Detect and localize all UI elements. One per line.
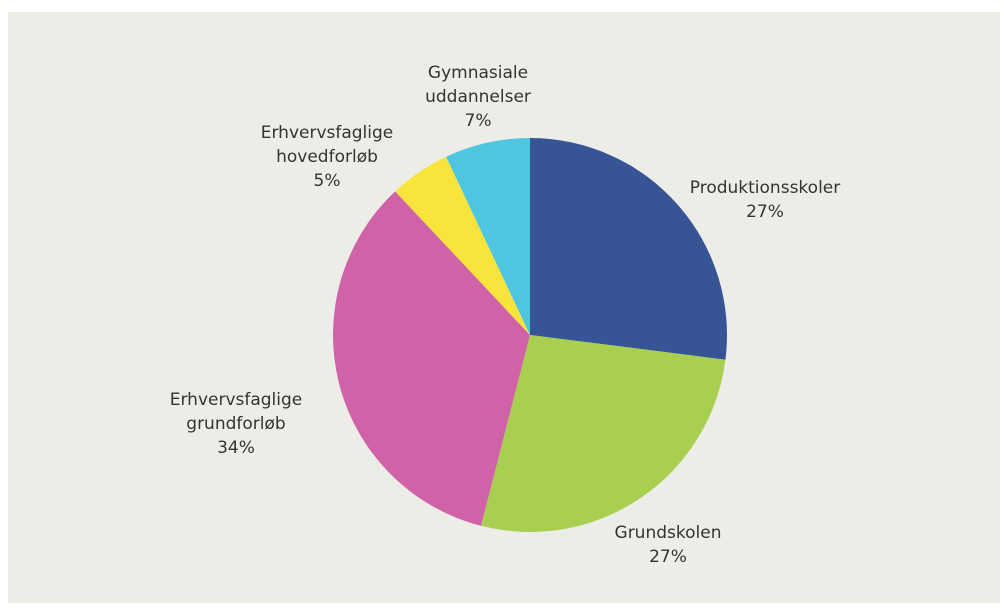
category-name: Grundskolen <box>614 523 722 543</box>
value-label: 7% <box>464 111 492 131</box>
value-label: 27% <box>649 547 687 567</box>
slice-label: Erhvervsfaglige grundforløb 34% <box>161 388 311 460</box>
slice-label: Gymnasiale uddannelser 7% <box>403 61 553 133</box>
value-label: 34% <box>217 438 255 458</box>
pie-slice <box>481 335 726 532</box>
slice-label: Produktionsskoler 27% <box>665 176 865 224</box>
category-name: Produktionsskoler <box>689 178 841 198</box>
slice-label: Erhvervsfaglige hovedforløb 5% <box>252 121 402 193</box>
category-name: Gymnasiale uddannelser <box>425 63 531 107</box>
value-label: 5% <box>313 171 341 191</box>
pie-slice <box>332 191 530 526</box>
category-name: Erhvervsfaglige hovedforløb <box>260 123 394 167</box>
category-name: Erhvervsfaglige grundforløb <box>169 390 303 434</box>
pie-slice <box>446 138 530 335</box>
value-label: 27% <box>746 202 784 222</box>
pie-slice <box>530 138 727 360</box>
slice-label: Grundskolen 27% <box>568 521 768 569</box>
pie-slice <box>395 156 530 335</box>
